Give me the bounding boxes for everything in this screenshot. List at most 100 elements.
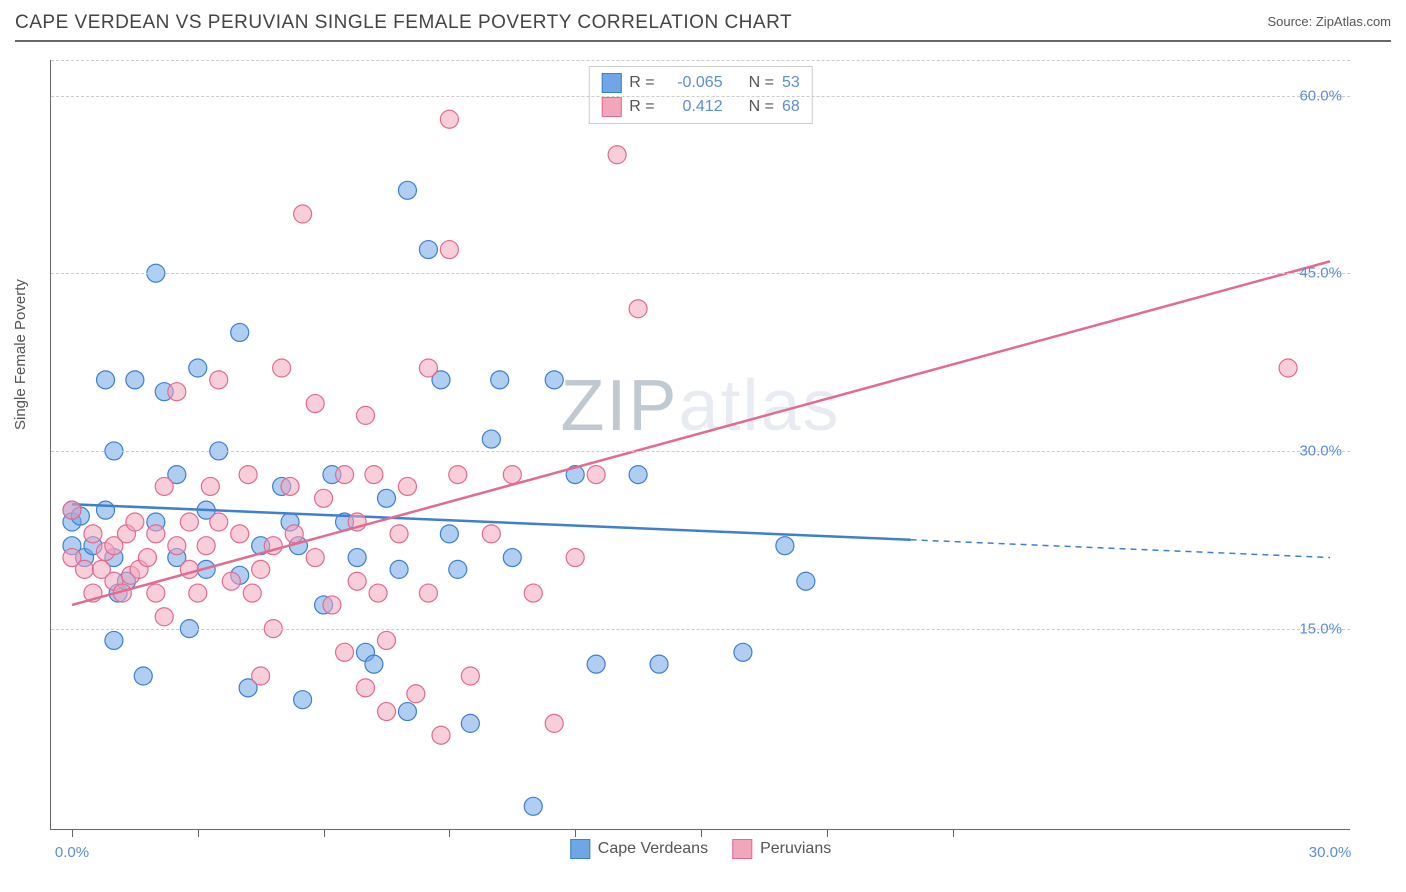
x-tick-label: 0.0% [55,844,89,861]
trend-line-dashed [911,540,1330,558]
x-tick [953,829,954,837]
data-point [407,685,425,703]
data-point [168,383,186,401]
data-point [231,525,249,543]
data-point [461,667,479,685]
data-point [239,466,257,484]
r-value: 0.412 [663,95,723,119]
x-tick [449,829,450,837]
data-point [440,525,458,543]
data-point [315,489,333,507]
data-point [461,714,479,732]
chart-title: CAPE VERDEAN VS PERUVIAN SINGLE FEMALE P… [15,12,792,33]
data-point [281,477,299,495]
data-point [285,525,303,543]
data-point [734,643,752,661]
legend-row: R =-0.065N =53 [601,71,799,95]
data-point [524,584,542,602]
data-point [348,549,366,567]
data-point [294,205,312,223]
data-point [545,371,563,389]
data-point [323,596,341,614]
data-point [273,359,291,377]
gridline-h [51,629,1350,630]
data-point [138,549,156,567]
legend-label: Peruvians [760,840,831,858]
data-point [797,572,815,590]
x-tick [827,829,828,837]
data-point [449,560,467,578]
data-point [336,466,354,484]
legend-swatch [601,73,621,93]
data-point [134,667,152,685]
data-point [566,549,584,567]
data-point [306,549,324,567]
data-point [210,371,228,389]
data-point [365,655,383,673]
data-point [97,501,115,519]
data-point [210,513,228,531]
n-label: N = [749,95,774,119]
x-tick [324,829,325,837]
data-point [97,371,115,389]
data-point [63,501,81,519]
gridline-h [51,273,1350,274]
data-point [587,466,605,484]
data-point [419,241,437,259]
data-point [629,300,647,318]
data-point [545,714,563,732]
gridline-h [51,60,1350,61]
data-point [491,371,509,389]
data-point [398,477,416,495]
data-point [336,643,354,661]
source-label: Source: ZipAtlas.com [1267,14,1391,29]
data-point [390,525,408,543]
x-tick [701,829,702,837]
data-point [608,146,626,164]
trend-line [72,261,1330,605]
data-point [76,560,94,578]
x-tick-label: 30.0% [1309,844,1352,861]
data-point [231,323,249,341]
legend-item: Peruvians [732,839,831,859]
data-point [189,584,207,602]
x-tick [72,829,73,837]
r-value: -0.065 [663,71,723,95]
data-point [84,525,102,543]
series-legend: Cape Verdeans Peruvians [570,839,831,859]
r-label: R = [629,95,654,119]
data-point [180,513,198,531]
data-point [432,726,450,744]
data-point [440,110,458,128]
data-point [155,608,173,626]
data-point [222,572,240,590]
data-point [189,359,207,377]
n-value: 68 [782,95,800,119]
data-point [168,537,186,555]
data-point [1279,359,1297,377]
y-tick-label: 60.0% [1299,87,1342,104]
x-tick [198,829,199,837]
data-point [482,525,500,543]
data-point [306,395,324,413]
data-point [629,466,647,484]
y-tick-label: 30.0% [1299,442,1342,459]
data-point [155,477,173,495]
data-point [377,489,395,507]
data-point [650,655,668,673]
n-value: 53 [782,71,800,95]
data-point [243,584,261,602]
data-point [348,572,366,590]
data-point [126,371,144,389]
data-point [126,513,144,531]
scatter-plot [51,60,1350,829]
legend-label: Cape Verdeans [598,840,708,858]
data-point [587,655,605,673]
data-point [419,584,437,602]
data-point [365,466,383,484]
data-point [482,430,500,448]
data-point [369,584,387,602]
data-point [197,537,215,555]
y-axis-label: Single Female Poverty [12,279,29,430]
y-tick-label: 45.0% [1299,265,1342,282]
